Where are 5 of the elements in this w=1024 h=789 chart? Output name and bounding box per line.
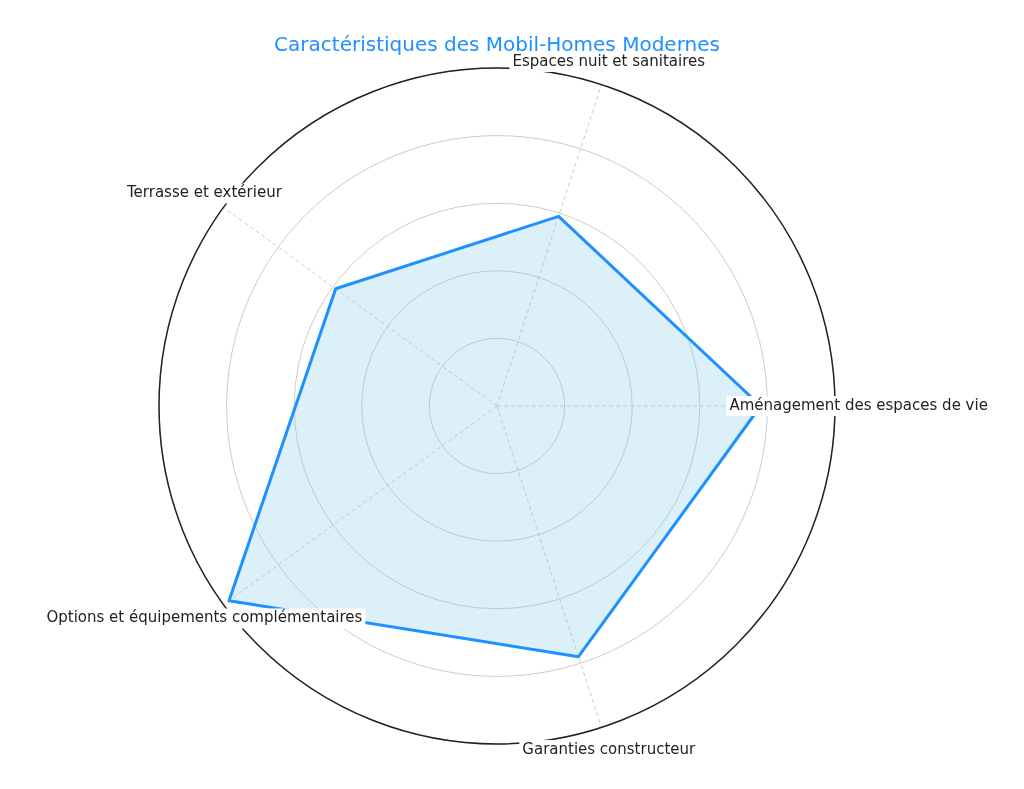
spoke-label: Terrasse et extérieur: [126, 183, 283, 202]
spoke-label: Aménagement des espaces de vie: [729, 395, 988, 414]
spoke-label: Options et équipements complémentaires: [46, 608, 363, 627]
spoke-label: Espaces nuit et sanitaires: [512, 51, 706, 70]
spoke-label: Garanties constructeur: [522, 739, 697, 758]
